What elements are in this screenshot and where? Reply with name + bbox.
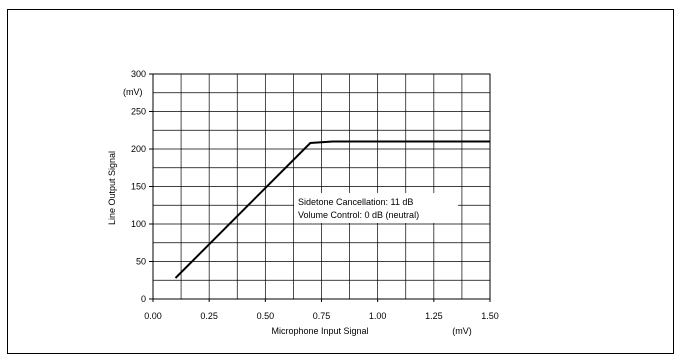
x-tick-label: 1.50 bbox=[481, 311, 499, 321]
tick-labels: 0.00 0.25 0.50 0.75 1.00 1.25 1.50 0 50 100 150 200… bbox=[131, 69, 499, 321]
x-axis-label: Microphone Input Signal bbox=[271, 326, 368, 336]
x-tick-label: 1.00 bbox=[369, 311, 387, 321]
x-axis-unit: (mV) bbox=[452, 326, 472, 336]
chart-grid bbox=[153, 74, 490, 299]
x-tick-label: 1.25 bbox=[425, 311, 443, 321]
annotation-sidetone: Sidetone Cancellation: 11 dB bbox=[298, 197, 413, 207]
y-tick-label: 300 bbox=[131, 69, 146, 79]
y-tick-label: 200 bbox=[131, 144, 146, 154]
y-tick-label: 50 bbox=[136, 257, 146, 267]
y-axis-unit: (mV) bbox=[123, 87, 143, 97]
y-tick-label: 150 bbox=[131, 182, 146, 192]
x-tick-label: 0.50 bbox=[257, 311, 275, 321]
annotation-background bbox=[294, 193, 458, 223]
y-axis-label: Line Output Signal bbox=[107, 151, 117, 225]
figure-frame bbox=[7, 9, 674, 354]
y-tick-label: 0 bbox=[141, 294, 146, 304]
annotation-volume: Volume Control: 0 dB (neutral) bbox=[298, 210, 419, 220]
x-tick-label: 0.25 bbox=[200, 311, 218, 321]
y-tick-label: 250 bbox=[131, 107, 146, 117]
series-line bbox=[174, 140, 490, 279]
x-tick-label: 0.75 bbox=[313, 311, 331, 321]
y-tick-label: 100 bbox=[131, 219, 146, 229]
x-tick-label: 0.00 bbox=[144, 311, 162, 321]
